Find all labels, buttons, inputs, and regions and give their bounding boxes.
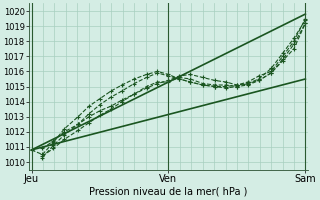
X-axis label: Pression niveau de la mer( hPa ): Pression niveau de la mer( hPa ) [89, 187, 248, 197]
